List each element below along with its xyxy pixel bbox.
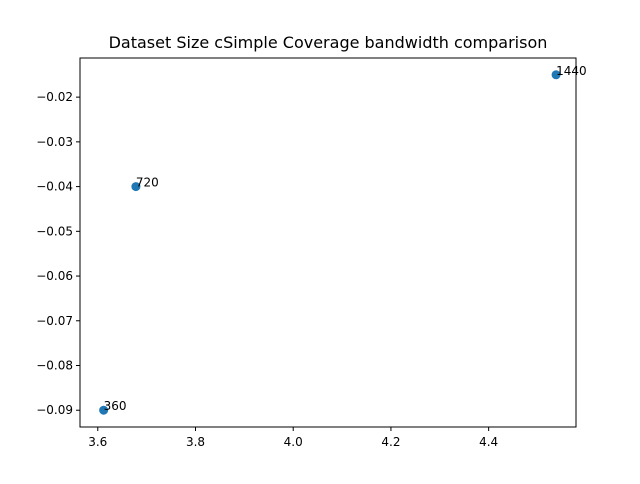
point-label: 360 xyxy=(104,399,127,413)
x-tick-label: 4.2 xyxy=(381,435,400,449)
y-tick-label: −0.07 xyxy=(36,314,73,328)
y-axis: −0.02 −0.03 −0.04 −0.05 −0.06 −0.07 −0.08 −0.09 xyxy=(36,90,80,417)
point-label: 720 xyxy=(136,176,159,190)
y-tick-label: −0.02 xyxy=(36,90,73,104)
chart-title: Dataset Size cSimple Coverage bandwidth … xyxy=(109,33,548,52)
x-axis: 3.6 3.8 4.0 4.2 4.4 xyxy=(88,427,498,449)
y-tick-label: −0.05 xyxy=(36,224,73,238)
point-annotations: 360 720 1440 xyxy=(104,64,587,413)
data-points xyxy=(99,70,561,415)
scatter-point xyxy=(131,182,141,192)
x-tick-label: 3.8 xyxy=(186,435,205,449)
y-tick-label: −0.08 xyxy=(36,359,73,373)
scatter-point xyxy=(99,405,109,415)
x-tick-label: 4.0 xyxy=(284,435,303,449)
y-tick-label: −0.06 xyxy=(36,269,73,283)
y-tick-label: −0.04 xyxy=(36,180,73,194)
plot-area-frame xyxy=(79,57,577,428)
point-label: 1440 xyxy=(556,64,587,78)
y-tick-label: −0.09 xyxy=(36,403,73,417)
x-tick-label: 3.6 xyxy=(88,435,107,449)
scatter-point xyxy=(551,70,561,80)
x-tick-label: 4.4 xyxy=(479,435,498,449)
y-tick-label: −0.03 xyxy=(36,135,73,149)
